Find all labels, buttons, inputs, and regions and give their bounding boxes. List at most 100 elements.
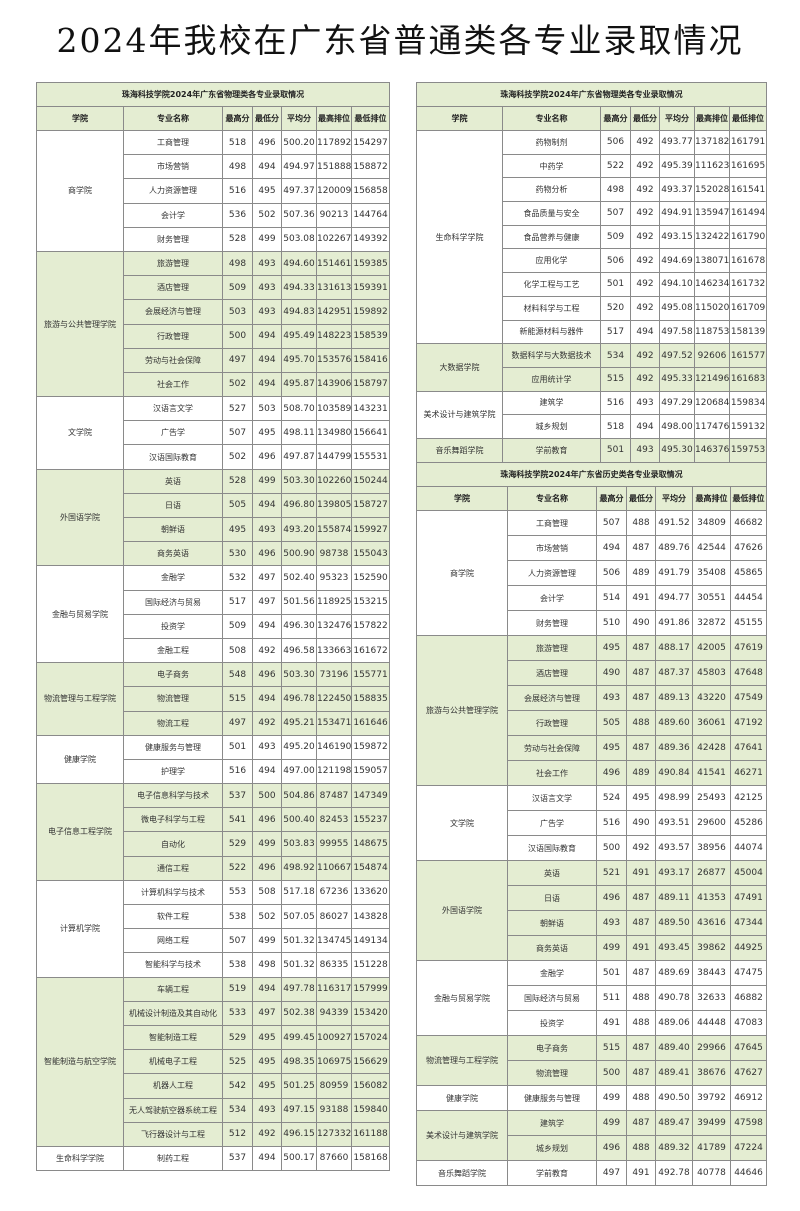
min-score-cell: 487	[626, 1060, 656, 1086]
avg-score-cell: 498.92	[281, 855, 317, 881]
major-cell: 机械电子工程	[123, 1049, 223, 1075]
column-header-min-rank: 最低排位	[350, 106, 391, 131]
min-rank-cell: 161678	[728, 248, 768, 274]
major-cell: 旅游管理	[507, 635, 597, 661]
max-score-cell: 506	[600, 248, 631, 274]
table-title-row: 珠海科技学院2024年广东省物理类各专业录取情况	[35, 82, 391, 107]
avg-score-cell: 495.30	[659, 437, 695, 463]
min-rank-cell: 47648	[729, 660, 768, 686]
min-rank-cell: 47224	[729, 1135, 768, 1161]
min-score-cell: 491	[626, 1160, 656, 1186]
min-rank-cell: 44454	[729, 585, 768, 611]
max-rank-cell: 146234	[694, 272, 730, 297]
max-score-cell: 521	[596, 860, 627, 886]
max-score-cell: 507	[596, 510, 627, 536]
max-rank-cell: 134980	[316, 420, 352, 446]
college-cell: 旅游与公共管理学院	[36, 250, 124, 398]
min-rank-cell: 158727	[350, 492, 391, 519]
min-rank-cell: 143828	[350, 903, 391, 930]
avg-score-cell: 496.15	[281, 1121, 317, 1147]
max-score-cell: 507	[600, 201, 631, 226]
college-cell: 物流管理与工程学院	[36, 662, 124, 736]
major-cell: 朝鲜语	[123, 516, 223, 543]
max-score-cell: 506	[600, 130, 631, 155]
max-score-cell: 503	[222, 299, 253, 325]
max-rank-cell: 102260	[316, 468, 352, 494]
min-rank-cell: 153420	[350, 1000, 391, 1026]
avg-score-cell: 504.86	[281, 783, 317, 809]
major-cell: 行政管理	[507, 710, 597, 736]
min-score-cell: 503	[252, 396, 282, 422]
avg-score-cell: 494.10	[659, 272, 695, 297]
college-cell: 健康学院	[36, 734, 124, 785]
min-score-cell: 492	[630, 130, 660, 155]
min-score-cell: 494	[630, 414, 660, 439]
avg-score-cell: 498.11	[281, 420, 317, 446]
max-rank-cell: 86027	[316, 903, 352, 930]
max-score-cell: 516	[596, 810, 627, 836]
min-score-cell: 487	[626, 885, 656, 911]
max-rank-cell: 151461	[316, 250, 352, 277]
max-score-cell: 507	[222, 928, 253, 954]
major-cell: 金融学	[123, 565, 223, 591]
major-cell: 智能制造工程	[123, 1024, 223, 1051]
max-score-cell: 516	[600, 390, 631, 416]
avg-score-cell: 491.52	[655, 510, 693, 536]
max-score-cell: 515	[222, 686, 253, 712]
max-score-cell: 493	[596, 910, 627, 936]
min-score-cell: 491	[626, 935, 656, 961]
max-score-cell: 528	[222, 226, 253, 252]
table-row: 人力资源管理 516 495 497.37 120009 156858	[36, 178, 391, 204]
max-score-cell: 501	[222, 734, 253, 760]
max-rank-cell: 35408	[692, 560, 731, 586]
table-row: 应用统计学 515 492 495.33 121496 161683	[416, 366, 768, 392]
avg-score-cell: 494.69	[659, 248, 695, 274]
max-score-cell: 498	[222, 250, 253, 277]
max-rank-cell: 39499	[692, 1110, 731, 1136]
min-score-cell: 497	[252, 565, 282, 591]
max-rank-cell: 117892	[316, 129, 352, 156]
table-row: 音乐舞蹈学院 学前教育 501 493 495.30 146376 159753	[416, 437, 768, 463]
major-cell: 朝鲜语	[507, 910, 597, 936]
min-rank-cell: 155237	[350, 807, 391, 833]
min-score-cell: 499	[252, 928, 282, 954]
table-row: 新能源材料与器件 517 494 497.58 118753 158139	[416, 319, 768, 345]
min-score-cell: 494	[252, 976, 282, 1002]
major-cell: 财务管理	[507, 610, 597, 636]
min-rank-cell: 161494	[728, 201, 768, 226]
min-rank-cell: 47549	[729, 685, 768, 711]
max-rank-cell: 122450	[316, 686, 352, 712]
max-score-cell: 494	[596, 535, 627, 561]
avg-score-cell: 497.29	[659, 390, 695, 416]
min-rank-cell: 161577	[728, 343, 768, 368]
major-cell: 酒店管理	[507, 660, 597, 686]
table-row: 金融与贸易学院 金融学 501 487 489.69 38443 47475	[416, 960, 768, 1036]
table-row: 旅游与公共管理学院 旅游管理 495 487 488.17 42005 47619	[416, 635, 768, 786]
major-cell: 材料科学与工程	[502, 295, 601, 321]
min-score-cell: 499	[252, 468, 282, 494]
max-rank-cell: 41541	[692, 760, 731, 786]
table-row: 汉语国际教育 500 492 493.57 38956 44074	[416, 835, 768, 861]
max-rank-cell: 67236	[316, 879, 352, 906]
max-score-cell: 500	[596, 835, 627, 861]
table-header-row: 学院 专业名称 最高分 最低分 平均分 最高排位 最低排位	[416, 106, 768, 131]
max-rank-cell: 30551	[692, 585, 731, 611]
major-cell: 应用化学	[502, 248, 601, 274]
avg-score-cell: 494.77	[655, 585, 693, 611]
min-rank-cell: 47344	[729, 910, 768, 936]
min-score-cell: 489	[626, 560, 656, 586]
min-rank-cell: 158168	[350, 1145, 391, 1172]
min-score-cell: 488	[626, 985, 656, 1011]
avg-score-cell: 490.84	[655, 760, 693, 786]
major-cell: 广告学	[507, 810, 597, 836]
min-rank-cell: 161188	[350, 1121, 391, 1147]
table-row: 药物分析 498 492 493.37 152028 161541	[416, 177, 768, 203]
min-rank-cell: 158835	[350, 686, 391, 712]
min-score-cell: 492	[630, 295, 660, 321]
max-rank-cell: 142951	[316, 299, 352, 325]
min-rank-cell: 158539	[350, 323, 391, 349]
min-rank-cell: 155043	[350, 541, 391, 567]
college-cell: 音乐舞蹈学院	[416, 437, 503, 463]
column-header-college: 学院	[416, 106, 503, 131]
min-score-cell: 499	[252, 226, 282, 252]
